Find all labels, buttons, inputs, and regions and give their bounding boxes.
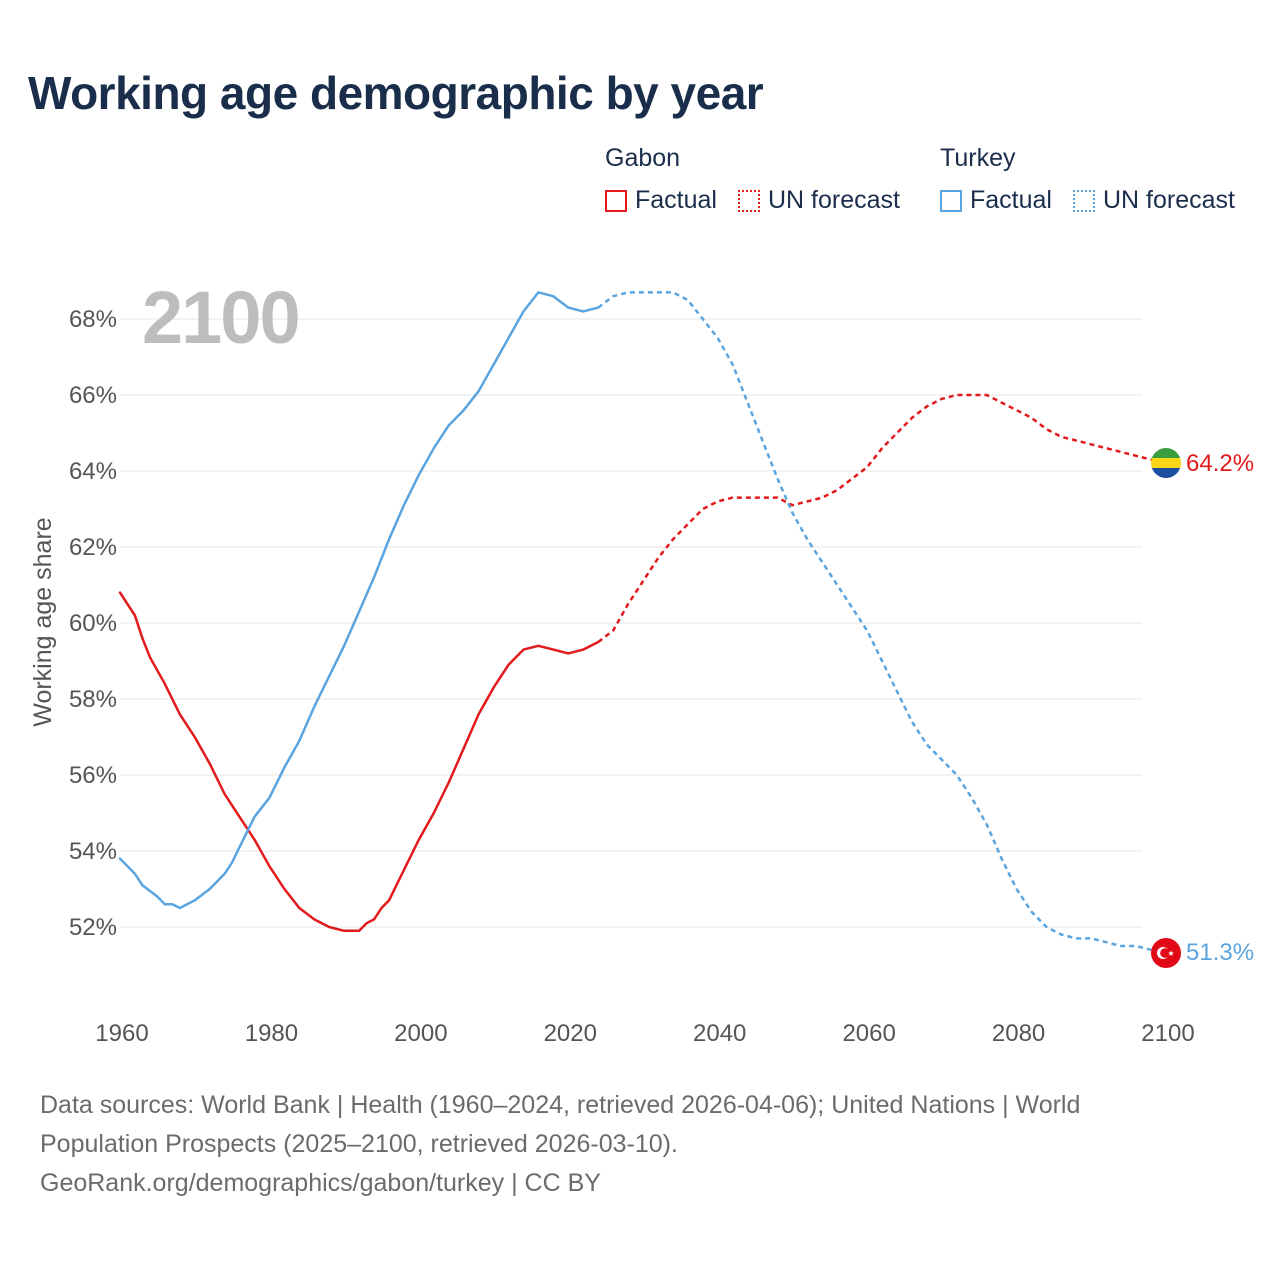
y-tick-label: 56%	[69, 762, 117, 789]
x-tick-label: 2100	[1141, 1020, 1194, 1047]
legend-label: UN forecast	[768, 186, 900, 214]
x-axis-ticks: 1960 1980 2000 2020 2040 2060 2080 2100	[95, 1020, 1194, 1047]
y-tick-label: 58%	[69, 686, 117, 713]
x-tick-label: 1960	[95, 1020, 148, 1047]
y-tick-label: 66%	[69, 382, 117, 409]
legend-item-turkey-factual[interactable]: Factual	[940, 186, 1052, 215]
legend-group-name: Turkey	[940, 144, 1016, 172]
y-tick-label: 52%	[69, 914, 117, 941]
legend-item-gabon-forecast[interactable]: UN forecast	[738, 186, 900, 215]
x-tick-label: 2040	[693, 1020, 746, 1047]
y-axis-label: Working age share	[29, 517, 57, 726]
line-chart: 52% 54% 56% 58% 60% 62% 64% 66% 68% 1960 1980 2000…	[29, 276, 1254, 1047]
y-tick-label: 68%	[69, 306, 117, 333]
legend-label: UN forecast	[1103, 186, 1235, 214]
y-tick-label: 62%	[69, 534, 117, 561]
series-lines	[118, 291, 1167, 955]
solid-swatch-icon	[940, 189, 962, 212]
chart-title: Working age demographic by year	[28, 67, 764, 119]
year-label: 2100	[142, 276, 299, 359]
turkey-forecast-line	[597, 291, 1167, 955]
attribution-text: GeoRank.org/demographics/gabon/turkey | …	[40, 1169, 601, 1197]
gabon-forecast-line	[597, 393, 1167, 643]
solid-swatch-icon	[605, 189, 627, 212]
sources-text: Data sources: World Bank | Health (1960–…	[40, 1091, 1081, 1158]
x-tick-label: 2060	[842, 1020, 895, 1047]
x-tick-label: 2080	[992, 1020, 1045, 1047]
gabon-flag-icon	[1151, 448, 1181, 478]
legend-label: Factual	[970, 186, 1052, 214]
legend-label: Factual	[635, 186, 717, 214]
gabon-end-label: 64.2%	[1186, 450, 1254, 477]
x-tick-label: 1980	[245, 1020, 298, 1047]
turkey-end-label: 51.3%	[1186, 939, 1254, 966]
dotted-swatch-icon	[1073, 189, 1095, 212]
y-tick-label: 54%	[69, 838, 117, 865]
legend-item-turkey-forecast[interactable]: UN forecast	[1073, 186, 1235, 215]
turkey-factual-line	[118, 291, 600, 910]
y-tick-label: 64%	[69, 458, 117, 485]
x-tick-label: 2000	[394, 1020, 447, 1047]
legend-group-name: Gabon	[605, 144, 681, 172]
y-axis-ticks: 52% 54% 56% 58% 60% 62% 64% 66% 68%	[69, 306, 117, 941]
legend-item-gabon-factual[interactable]: Factual	[605, 186, 717, 215]
x-tick-label: 2020	[544, 1020, 597, 1047]
gabon-factual-line	[118, 591, 600, 933]
data-sources: Data sources: World Bank | Health (1960–…	[40, 1086, 1180, 1203]
turkey-flag-icon	[1151, 938, 1181, 968]
dotted-swatch-icon	[738, 189, 760, 212]
grid-lines	[120, 318, 1142, 928]
y-tick-label: 60%	[69, 610, 117, 637]
